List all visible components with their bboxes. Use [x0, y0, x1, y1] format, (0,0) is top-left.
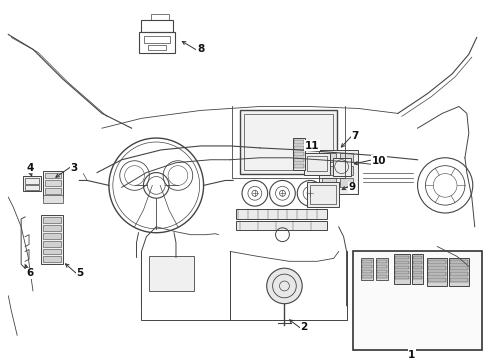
Bar: [43, 248, 61, 255]
Bar: [43, 225, 61, 231]
Bar: [236, 209, 326, 219]
Bar: [43, 195, 62, 203]
Bar: [236, 221, 326, 230]
Bar: [294, 164, 304, 168]
Text: 5: 5: [77, 268, 84, 278]
Bar: [148, 45, 166, 50]
Bar: [45, 180, 61, 186]
Bar: [23, 176, 41, 191]
Bar: [43, 256, 61, 262]
Bar: [449, 272, 467, 276]
Text: 11: 11: [304, 141, 319, 151]
Bar: [427, 272, 445, 276]
Bar: [412, 276, 422, 279]
Bar: [412, 256, 422, 259]
Bar: [449, 278, 467, 282]
Bar: [309, 185, 335, 204]
Bar: [45, 188, 61, 194]
Bar: [25, 177, 39, 184]
Bar: [240, 111, 336, 174]
Bar: [339, 166, 353, 175]
Bar: [448, 258, 468, 286]
Bar: [394, 261, 408, 264]
Bar: [449, 260, 467, 264]
Bar: [144, 36, 170, 44]
Bar: [362, 265, 371, 268]
Bar: [427, 278, 445, 282]
Bar: [411, 255, 423, 284]
Bar: [376, 265, 386, 268]
Bar: [412, 271, 422, 274]
Bar: [306, 156, 326, 171]
Bar: [376, 270, 386, 273]
Bar: [412, 266, 422, 269]
Bar: [43, 240, 61, 247]
Bar: [294, 152, 304, 156]
Bar: [394, 266, 408, 269]
Bar: [43, 217, 61, 223]
Bar: [294, 140, 304, 144]
Bar: [43, 171, 62, 198]
Bar: [362, 275, 371, 278]
Bar: [427, 266, 445, 270]
Bar: [45, 172, 61, 179]
Text: 8: 8: [197, 44, 204, 54]
Bar: [353, 251, 481, 350]
Text: 3: 3: [71, 163, 78, 173]
Text: 10: 10: [371, 156, 386, 166]
Bar: [332, 158, 350, 176]
Bar: [339, 153, 353, 162]
Bar: [376, 275, 386, 278]
Bar: [293, 138, 305, 170]
Bar: [339, 179, 353, 187]
Bar: [294, 158, 304, 162]
Bar: [376, 260, 386, 263]
Bar: [362, 270, 371, 273]
Bar: [244, 114, 332, 170]
Bar: [149, 256, 193, 291]
Text: 4: 4: [26, 163, 34, 173]
Bar: [361, 258, 372, 280]
Circle shape: [266, 268, 302, 304]
Text: 7: 7: [351, 131, 358, 141]
Text: 1: 1: [407, 350, 414, 360]
Bar: [318, 150, 358, 194]
Text: 2: 2: [300, 323, 307, 332]
Bar: [139, 32, 175, 53]
Bar: [412, 261, 422, 264]
Bar: [321, 179, 335, 187]
Text: 6: 6: [26, 268, 34, 278]
Bar: [393, 255, 409, 284]
Bar: [25, 185, 39, 190]
Bar: [321, 166, 335, 175]
Bar: [41, 215, 62, 264]
Text: 9: 9: [348, 183, 355, 192]
Bar: [321, 153, 335, 162]
Bar: [394, 256, 408, 259]
Bar: [449, 266, 467, 270]
Bar: [362, 260, 371, 263]
Bar: [427, 260, 445, 264]
Bar: [394, 271, 408, 274]
Bar: [304, 153, 329, 175]
Bar: [306, 183, 338, 207]
Bar: [394, 276, 408, 279]
Bar: [427, 258, 446, 286]
Bar: [43, 233, 61, 239]
Bar: [294, 146, 304, 150]
Bar: [375, 258, 387, 280]
Bar: [141, 20, 173, 32]
